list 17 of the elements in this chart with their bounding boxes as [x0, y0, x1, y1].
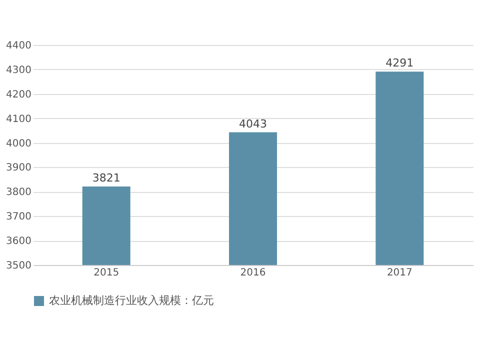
data-label: 4291	[386, 56, 414, 70]
x-tick-label: 2015	[94, 268, 120, 278]
y-tick-label: 3700	[6, 212, 32, 223]
legend-label: 农业机械制造行业收入规模：亿元	[49, 294, 214, 307]
y-tick-label: 4300	[6, 64, 32, 76]
data-label: 3821	[92, 172, 120, 185]
x-tick-label: 2016	[240, 268, 266, 278]
data-label: 4043	[239, 117, 267, 130]
y-tick-label: 3900	[6, 162, 32, 174]
y-tick-label: 3500	[6, 260, 32, 272]
y-tick-label: 4400	[6, 40, 32, 52]
x-tick-label: 2017	[386, 268, 412, 278]
y-tick-label: 4100	[6, 114, 32, 125]
y-tick-label: 3600	[6, 236, 32, 248]
y-tick-label: 4000	[6, 138, 32, 150]
y-tick-label: 3800	[6, 187, 32, 198]
y-tick-label: 4200	[6, 89, 32, 100]
